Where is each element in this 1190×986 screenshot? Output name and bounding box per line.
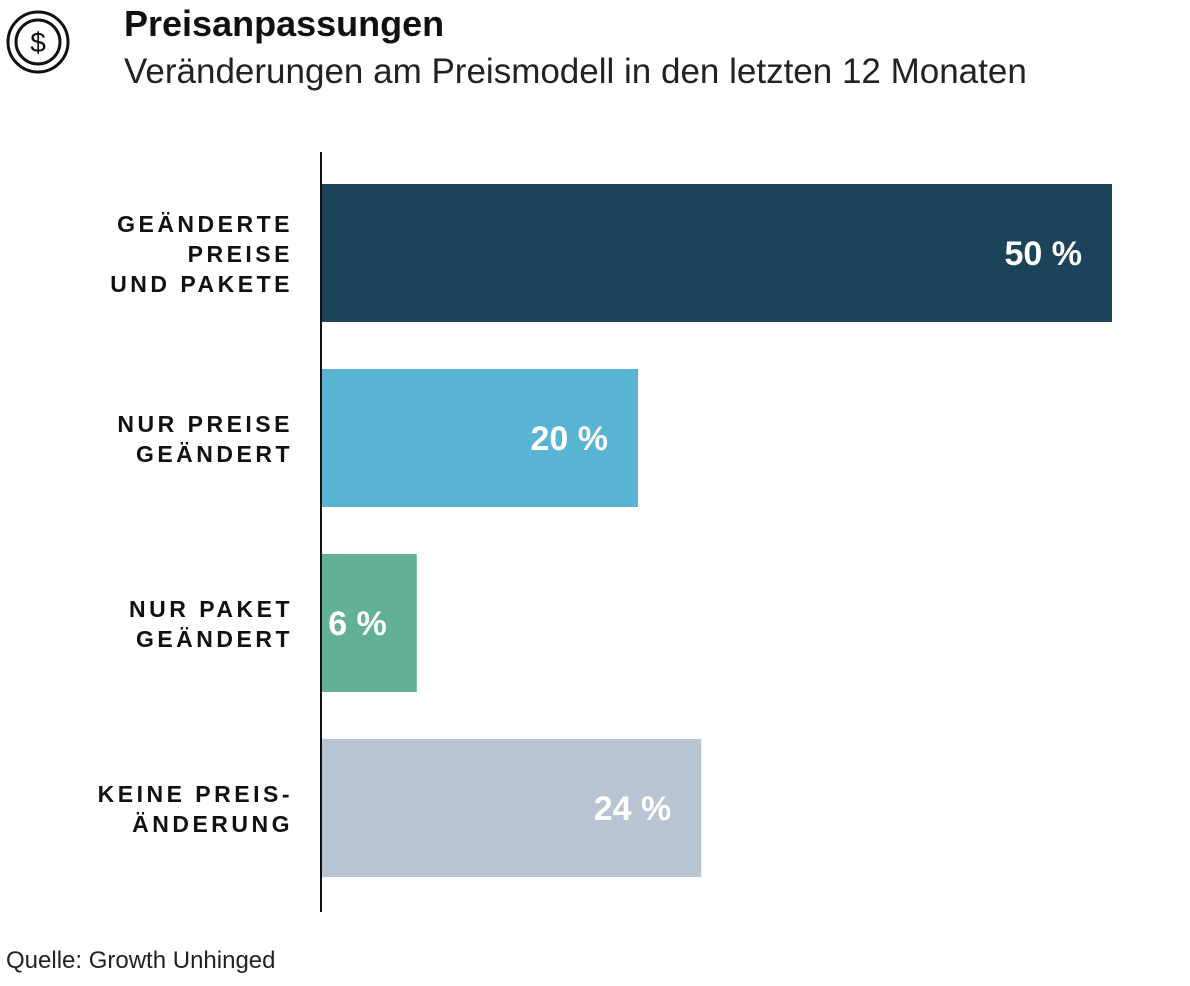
bar-3 — [322, 554, 417, 692]
bar-value-label: 20 % — [531, 420, 609, 458]
bar-value-label: 50 % — [1005, 235, 1083, 273]
source-note: Quelle: Growth Unhinged — [6, 947, 276, 974]
category-label: NUR PAKET GEÄNDERT — [129, 596, 293, 652]
category-label: KEINE PREIS-ÄNDERUNG — [98, 781, 293, 837]
category-label: GEÄNDERTE PREISE UND PAKETE — [110, 211, 293, 297]
bar-1 — [322, 184, 1112, 322]
bar-value-label: 6 % — [328, 605, 387, 643]
chart-title: Preisanpassungen — [124, 3, 445, 44]
chart-subtitle: Veränderungen am Preismodell in den letz… — [124, 52, 1027, 91]
bar-4 — [322, 739, 702, 877]
svg-text:$: $ — [30, 27, 46, 58]
bar-chart: 50 % GEÄNDERTE PREISE UND PAKETE 20 % NUR PRE… — [98, 152, 1112, 912]
dollar-circle-icon: $ — [4, 8, 72, 76]
category-label: NUR PREISE GEÄNDERT — [117, 411, 293, 467]
bar-value-label: 24 % — [594, 790, 672, 828]
bar-2 — [322, 369, 638, 507]
